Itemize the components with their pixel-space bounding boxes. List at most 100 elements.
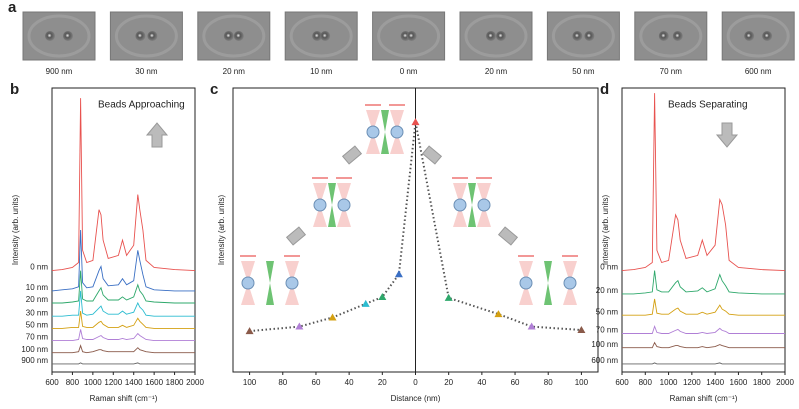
spectrum <box>51 98 196 272</box>
direction-arrow <box>715 122 739 148</box>
bead-image <box>22 11 96 61</box>
bead-icon <box>285 276 299 290</box>
x-tick-label: 2000 <box>186 378 204 387</box>
bead <box>147 31 158 41</box>
bead <box>406 31 417 41</box>
point <box>361 299 370 307</box>
spectrum <box>621 93 786 272</box>
bead-icon <box>453 198 467 212</box>
spectrum <box>622 325 785 334</box>
spectrum <box>622 362 785 365</box>
series-label: 30 nm <box>26 308 49 317</box>
x-tick-label: 600 <box>615 378 629 387</box>
raman-beam <box>468 183 476 227</box>
annotation: Beads Approaching <box>98 100 185 111</box>
point <box>411 118 420 126</box>
halo <box>464 14 528 58</box>
halo <box>114 14 178 58</box>
bead-image <box>109 11 183 61</box>
bead <box>762 31 773 41</box>
bead <box>320 31 331 41</box>
point <box>295 322 304 330</box>
bead-icon <box>390 125 404 139</box>
x-tick-label: 40 <box>345 378 354 387</box>
raman-beam <box>266 261 274 305</box>
panel-letter: d <box>600 81 609 98</box>
spectrum <box>52 311 195 329</box>
series-label: 20 nm <box>596 286 619 295</box>
x-tick-label: 80 <box>544 378 553 387</box>
bead-icon <box>477 198 491 212</box>
spectrum <box>622 270 785 295</box>
x-tick-label: 800 <box>639 378 653 387</box>
halo <box>27 14 91 58</box>
x-tick-label: 20 <box>444 378 453 387</box>
x-tick-label: 1400 <box>706 378 724 387</box>
laser-beam <box>477 183 491 227</box>
laser-beam <box>313 183 327 227</box>
x-tick-label: 60 <box>511 378 520 387</box>
x-tick-label: 600 <box>45 378 59 387</box>
panel-letter: a <box>8 0 17 16</box>
halo <box>639 14 703 58</box>
x-tick-label: 100 <box>575 378 589 387</box>
bead-image <box>634 11 708 61</box>
image-label: 70 nm <box>660 67 683 76</box>
plot-frame <box>621 87 786 373</box>
bead-icon <box>337 198 351 212</box>
y-axis-label: Intensity (arb. units) <box>217 195 226 266</box>
bead-image <box>721 11 795 61</box>
bead-icon <box>313 198 327 212</box>
bead <box>672 31 683 41</box>
bead <box>223 31 234 41</box>
x-tick-label: 1600 <box>730 378 748 387</box>
bead <box>496 31 506 41</box>
laser-beam <box>285 261 299 305</box>
x-tick-label: 0 <box>413 378 418 387</box>
laser-beam <box>366 110 380 154</box>
laser-beam <box>453 183 467 227</box>
series-label: 600 nm <box>591 356 618 365</box>
spectrum <box>622 341 785 349</box>
series-label: 50 nm <box>596 307 619 316</box>
bead <box>312 31 323 41</box>
x-axis-label: Distance (nm) <box>391 394 441 403</box>
point <box>378 293 387 301</box>
series-label: 0 nm <box>30 263 48 272</box>
x-tick-label: 1000 <box>660 378 678 387</box>
bead-icon <box>563 276 577 290</box>
x-tick-label: 1800 <box>753 378 771 387</box>
series-label: 70 nm <box>596 326 619 335</box>
spectrum <box>52 270 195 304</box>
series-label: 50 nm <box>26 320 49 329</box>
bead <box>744 31 755 41</box>
x-tick-label: 1400 <box>125 378 143 387</box>
series-label: 100 nm <box>591 340 618 349</box>
halo <box>202 14 266 58</box>
image-label: 10 nm <box>310 67 333 76</box>
spectrum <box>52 329 195 342</box>
point <box>577 325 586 333</box>
raman-beam <box>381 110 389 154</box>
laser-beam <box>563 261 577 305</box>
raman-beam <box>544 261 552 305</box>
y-axis-label: Intensity (arb. units) <box>601 195 610 266</box>
panel-letter: b <box>10 81 19 98</box>
bead-icon <box>241 276 255 290</box>
diagonal-arrow <box>421 145 443 165</box>
x-tick-label: 60 <box>312 378 321 387</box>
bead <box>584 31 595 41</box>
diagonal-arrow <box>341 145 363 165</box>
bead <box>486 31 496 41</box>
x-tick-label: 1600 <box>145 378 163 387</box>
point <box>245 327 254 335</box>
laser-beam <box>390 110 404 154</box>
point <box>527 322 536 330</box>
halo <box>551 14 615 58</box>
x-tick-label: 80 <box>278 378 287 387</box>
diagonal-arrow <box>497 226 519 246</box>
bead <box>658 31 669 41</box>
bead-icon <box>519 276 533 290</box>
panel-letter: c <box>210 81 218 98</box>
